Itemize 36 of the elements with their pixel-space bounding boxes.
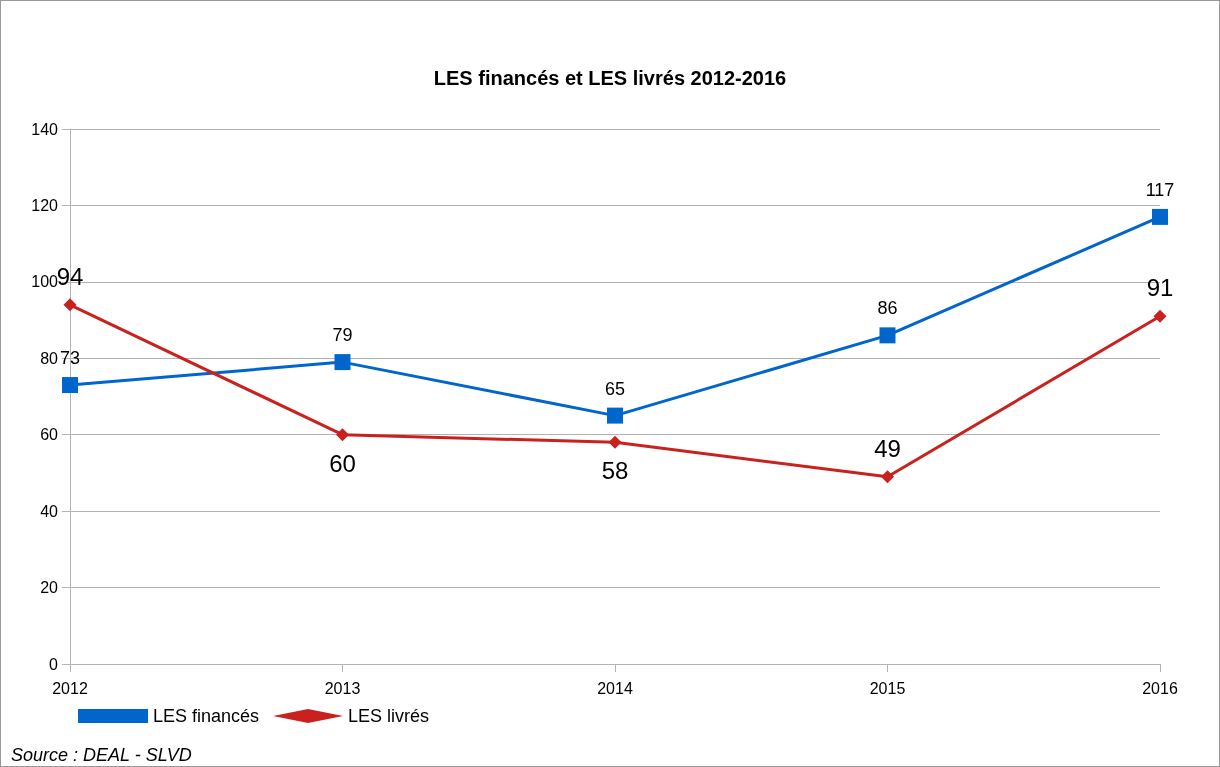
data-label: 65 (604, 378, 626, 399)
y-tick-label: 40 (40, 502, 59, 520)
data-label: 49 (874, 434, 901, 462)
data-label: 86 (877, 298, 898, 319)
point (1153, 309, 1167, 323)
data-label: 60 (329, 449, 356, 477)
x-tick-label: 2016 (1142, 679, 1178, 697)
legend-label: LES livrés (348, 706, 430, 726)
y-tick-label: 100 (31, 273, 59, 291)
data-label: 91 (1146, 274, 1174, 302)
data-label: 117 (1145, 179, 1175, 200)
point (607, 407, 623, 424)
point (608, 435, 622, 449)
source-note: Source : DEAL - SLVD (11, 745, 192, 765)
point (879, 327, 896, 344)
y-tick-label: 20 (40, 579, 59, 597)
y-tick-label: 80 (40, 349, 59, 367)
point (334, 354, 351, 371)
y-tick-label: 140 (31, 120, 59, 138)
x-tick-label: 2015 (869, 679, 906, 697)
point (63, 298, 77, 312)
y-tick-label: 60 (40, 426, 59, 444)
x-tick-label: 2013 (324, 679, 361, 697)
y-tick-label: 120 (31, 196, 59, 214)
point (62, 377, 78, 394)
chart-title: LES financés et LES livrés 2012-2016 (433, 67, 787, 89)
point (881, 470, 894, 484)
data-label: 58 (601, 457, 629, 485)
x-tick-label: 2012 (52, 679, 88, 697)
data-label: 73 (59, 348, 81, 369)
point (1152, 208, 1168, 225)
point (336, 428, 349, 442)
legend-label: LES financés (153, 706, 260, 726)
x-tick-label: 2014 (597, 679, 633, 697)
y-tick-label: 0 (49, 655, 59, 673)
data-label: 79 (332, 325, 353, 346)
